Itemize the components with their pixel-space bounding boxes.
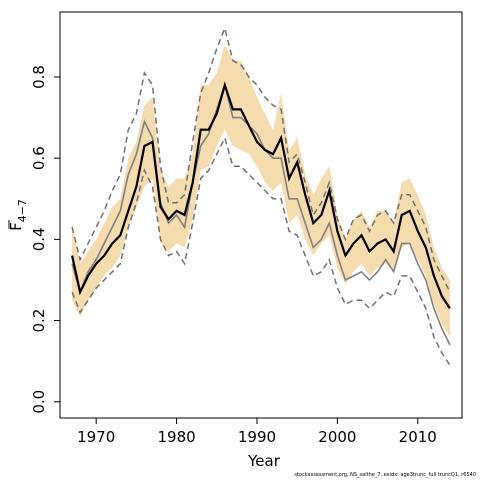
mean-line <box>71 81 451 310</box>
confidence-band <box>72 44 450 337</box>
footer-caption: stockassessment.org, NS_saithe_7, exidx:… <box>294 472 476 478</box>
y-tick-label: 0.4 <box>30 227 48 251</box>
y-tick-label: 0.8 <box>30 65 48 89</box>
y-tick-label: 0.0 <box>30 390 48 414</box>
x-tick-label: 1980 <box>157 428 195 446</box>
series-lines <box>71 25 451 366</box>
x-tick-label: 1970 <box>77 428 115 446</box>
y-axis-title: F4−7 <box>7 199 29 231</box>
y-tick-label: 0.6 <box>30 146 48 170</box>
x-tick-label: 1990 <box>238 428 276 446</box>
dashed-lower-line <box>71 135 451 366</box>
x-axis: 1970 1980 1990 2000 2010 <box>77 418 437 446</box>
x-tick-label: 2010 <box>399 428 437 446</box>
y-axis: 0.0 0.2 0.4 0.6 0.8 <box>30 65 60 414</box>
svg-text:F4−7: F4−7 <box>7 199 29 231</box>
y-axis-title-main: F <box>7 222 25 231</box>
plot-frame <box>59 11 463 419</box>
x-axis-title: Year <box>247 452 281 470</box>
dashed-upper-line <box>71 25 451 293</box>
x-tick-label: 2000 <box>318 428 356 446</box>
y-axis-title-sub: 4−7 <box>16 199 29 222</box>
band-area <box>72 44 450 337</box>
y-tick-label: 0.2 <box>30 309 48 333</box>
gray-line <box>71 82 451 346</box>
